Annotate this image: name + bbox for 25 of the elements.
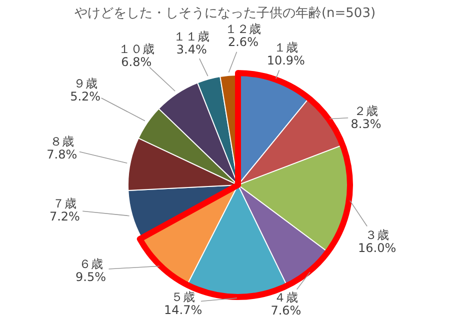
slice-label: ４歳 bbox=[274, 290, 298, 305]
slice-label: １０歳 bbox=[118, 42, 154, 56]
slice-label: ２歳 bbox=[354, 104, 378, 118]
slice-label: １２歳 bbox=[225, 22, 262, 36]
data-label: 5.2% bbox=[70, 90, 101, 104]
data-label: 3.4% bbox=[176, 42, 207, 56]
slice-label: ３歳 bbox=[365, 228, 390, 242]
slice-label: １１歳 bbox=[174, 29, 210, 44]
data-label: 7.2% bbox=[49, 209, 80, 224]
slice-label: ８歳 bbox=[50, 134, 74, 149]
data-label: 8.3% bbox=[350, 116, 382, 131]
data-label: 10.9% bbox=[266, 53, 305, 68]
data-label: 16.0% bbox=[358, 241, 396, 256]
slice-label: ９歳 bbox=[73, 76, 98, 91]
data-label: 2.6% bbox=[228, 35, 258, 50]
slice-label: １歳 bbox=[274, 40, 298, 54]
data-label: 14.7% bbox=[164, 302, 202, 317]
slice-label: ７歳 bbox=[52, 196, 77, 210]
data-label: 7.6% bbox=[270, 304, 302, 318]
slice-label: ５歳 bbox=[171, 290, 196, 304]
data-label: 7.8% bbox=[46, 148, 78, 162]
data-label: 6.8% bbox=[121, 54, 152, 69]
data-label: 9.5% bbox=[76, 270, 106, 284]
slice-label: ６歳 bbox=[78, 257, 103, 271]
chart-title: やけどをした・しそうになった子供の年齢(n=503) bbox=[74, 6, 376, 21]
